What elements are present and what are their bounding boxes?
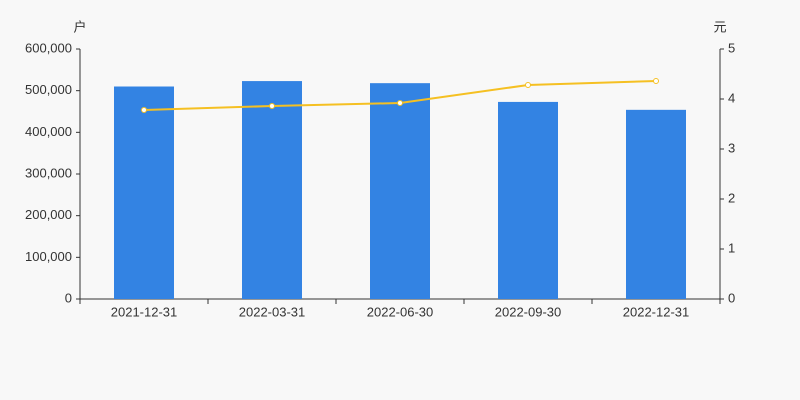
x-tick-label: 2021-12-31: [111, 304, 178, 319]
y-tick-label: 600,000: [25, 40, 72, 55]
y-tick-label: 200,000: [25, 207, 72, 222]
x-tick-label: 2022-09-30: [495, 304, 562, 319]
line-point: [653, 78, 659, 84]
y-tick-label: 0: [65, 290, 72, 305]
y2-tick-label: 0: [728, 290, 735, 305]
line-point: [269, 103, 275, 109]
y-tick-label: 500,000: [25, 82, 72, 97]
bar: [114, 86, 174, 299]
y2-tick-label: 5: [728, 40, 735, 55]
bar: [242, 81, 302, 299]
y2-tick-label: 3: [728, 140, 735, 155]
y-axis-unit: 户: [73, 19, 86, 34]
x-tick-label: 2022-03-31: [239, 304, 306, 319]
line-point: [397, 100, 403, 106]
line-point: [141, 107, 147, 113]
bar: [626, 109, 686, 299]
x-tick-label: 2022-12-31: [623, 304, 690, 319]
y-tick-label: 400,000: [25, 124, 72, 139]
y2-tick-label: 1: [728, 240, 735, 255]
x-tick-label: 2022-06-30: [367, 304, 434, 319]
line-point: [525, 82, 531, 88]
y2-tick-label: 2: [728, 190, 735, 205]
bar: [370, 83, 430, 300]
bar: [498, 101, 558, 300]
y-tick-label: 300,000: [25, 165, 72, 180]
y2-axis-unit: 元: [713, 19, 726, 34]
y2-tick-label: 4: [728, 90, 735, 105]
y-tick-label: 100,000: [25, 249, 72, 264]
